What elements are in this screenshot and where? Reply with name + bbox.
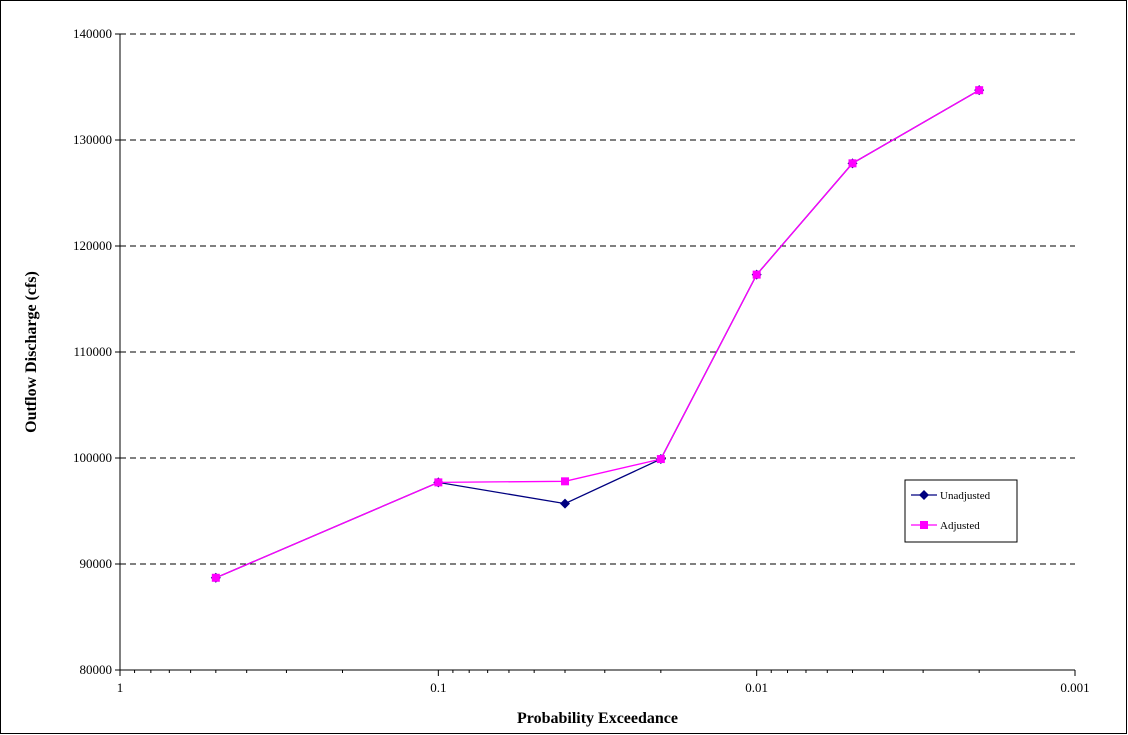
legend-marker — [920, 521, 928, 529]
series-layer — [210, 85, 985, 583]
legend: Unadjusted Adjusted — [904, 479, 1018, 543]
y-tick-label: 90000 — [80, 556, 113, 571]
legend-items: Unadjusted Adjusted — [911, 490, 991, 532]
y-tick-label: 140000 — [73, 26, 112, 41]
y-tick-label: 120000 — [73, 238, 112, 253]
y-tick-labels: 80000 90000 100000 110000 120000 130000 140000 — [73, 26, 120, 677]
x-tick-label: 0.01 — [745, 680, 768, 695]
legend-label: Unadjusted — [940, 490, 991, 502]
x-tick-label: 0.1 — [430, 680, 446, 695]
data-point — [975, 86, 984, 95]
series-unadjusted — [210, 85, 985, 583]
series-adjusted — [211, 86, 984, 582]
data-point — [434, 478, 443, 487]
y-tick-label: 100000 — [73, 450, 112, 465]
data-point — [561, 477, 570, 486]
legend-item: Adjusted — [911, 520, 980, 532]
legend-item: Unadjusted — [911, 490, 991, 502]
data-point — [848, 159, 857, 168]
legend-label: Adjusted — [940, 520, 980, 532]
y-tick-label: 80000 — [80, 662, 113, 677]
data-point — [560, 498, 571, 509]
y-tick-label: 110000 — [73, 344, 112, 359]
x-tick-labels: 1 0.1 0.01 0.001 — [117, 670, 1090, 695]
data-point — [211, 573, 220, 582]
series-line — [215, 89, 980, 579]
x-tick-label: 0.001 — [1060, 680, 1089, 695]
gridlines — [120, 33, 1075, 565]
x-axis-title: Probability Exceedance — [517, 710, 678, 727]
y-tick-label: 130000 — [73, 132, 112, 147]
data-point — [656, 455, 665, 464]
x-tick-label: 1 — [117, 680, 124, 695]
y-axis-title: Outflow Discharge (cfs) — [23, 271, 40, 433]
data-point — [752, 270, 761, 279]
series-line — [215, 89, 980, 579]
legend-marker — [919, 490, 929, 500]
